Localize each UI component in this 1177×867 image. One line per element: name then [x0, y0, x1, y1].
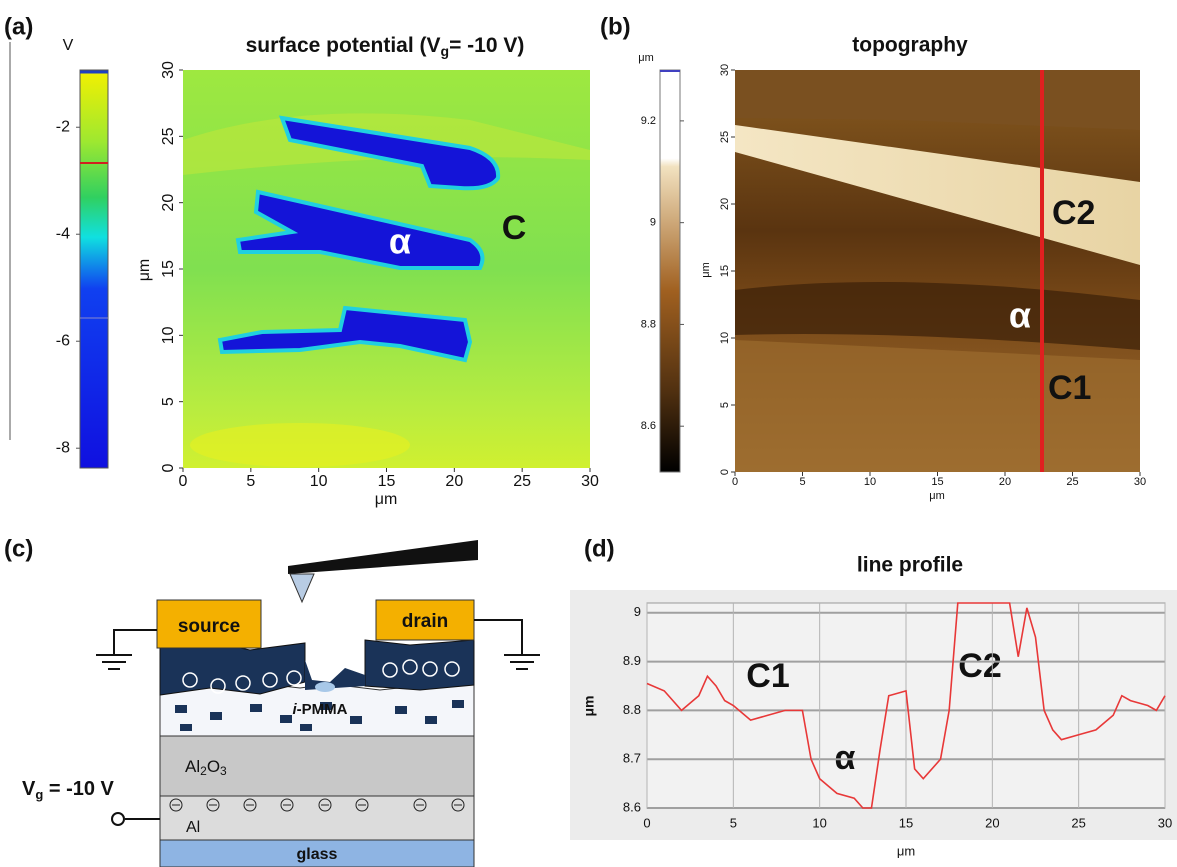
y-tick-label: 8.9: [623, 653, 641, 668]
y-tick-label: 20: [719, 198, 731, 210]
colorbar-unit: μm: [638, 52, 654, 64]
x-tick-label: 5: [730, 815, 737, 830]
x-tick-label: 30: [1158, 815, 1172, 830]
y-tick-label: 30: [719, 64, 731, 76]
x-tick-label: 15: [378, 473, 396, 490]
x-tick-label: 25: [1066, 476, 1078, 488]
x-tick-label: 30: [1134, 476, 1146, 488]
diagram-label: source: [178, 616, 240, 637]
x-tick-label: 10: [864, 476, 876, 488]
y-tick-label: 15: [719, 265, 731, 277]
annotation: C2: [958, 647, 1001, 685]
x-tick-label: 15: [931, 476, 943, 488]
y-tick-label: 0: [719, 469, 731, 475]
x-tick-label: 0: [179, 473, 188, 490]
colorbar-tick-label: 8.8: [641, 318, 656, 330]
panel-title: line profile: [857, 554, 963, 577]
y-tick-label: 8.6: [623, 799, 641, 814]
x-tick-label: 30: [581, 473, 599, 490]
y-tick-label: 30: [160, 61, 177, 79]
x-tick-label: 5: [799, 476, 805, 488]
y-axis-label: μm: [136, 259, 153, 282]
colorbar-tick-label: -8: [56, 439, 70, 456]
panel-label: (d): [584, 535, 615, 562]
y-tick-label: 15: [160, 260, 177, 278]
annotation: C2: [1052, 194, 1095, 232]
diagram-label: glass: [297, 846, 338, 863]
y-tick-label: 8.7: [623, 751, 641, 766]
diagram-label: drain: [402, 611, 448, 632]
panel-label: (a): [4, 13, 33, 40]
y-axis-label: μm: [700, 262, 712, 278]
panel-label: (c): [4, 535, 33, 562]
diagram-label: Vg = -10 V: [22, 778, 115, 802]
y-tick-label: 25: [719, 131, 731, 143]
y-tick-label: 8.8: [623, 702, 641, 717]
y-tick-label: 5: [160, 397, 177, 406]
diagram-label: i-PMMA: [293, 701, 348, 718]
panel-title: surface potential (Vg= -10 V): [246, 34, 525, 59]
colorbar-tick-label: 9: [650, 217, 656, 229]
colorbar-tick-label: -2: [56, 118, 70, 135]
x-tick-label: 20: [985, 815, 999, 830]
annotation: C1: [1048, 369, 1091, 407]
x-tick-label: 10: [812, 815, 826, 830]
annotation: α: [835, 739, 856, 777]
y-tick-label: 0: [160, 463, 177, 472]
panel-label: (b): [600, 13, 631, 40]
y-axis-label: μm: [581, 695, 597, 716]
annotation: C: [502, 209, 527, 247]
y-tick-label: 25: [160, 127, 177, 145]
x-tick-label: 0: [732, 476, 738, 488]
colorbar-tick-label: 8.6: [641, 420, 656, 432]
annotation: α: [389, 221, 411, 262]
colorbar-tick-label: -6: [56, 332, 70, 349]
annotation: α: [1009, 295, 1031, 336]
figure: (a) (b) (c) (d) surface potential (Vg= -…: [0, 0, 1177, 867]
y-tick-label: 10: [719, 332, 731, 344]
x-tick-label: 5: [246, 473, 255, 490]
x-tick-label: 0: [643, 815, 650, 830]
colorbar: [80, 70, 108, 468]
colorbar-tick-label: 9.2: [641, 115, 656, 127]
x-tick-label: 25: [1071, 815, 1085, 830]
x-axis-label: μm: [897, 843, 915, 858]
diagram-label: Al: [186, 819, 200, 836]
x-tick-label: 10: [310, 473, 328, 490]
map-texture: [190, 423, 410, 467]
y-tick-label: 10: [160, 326, 177, 344]
x-tick-label: 15: [899, 815, 913, 830]
y-tick-label: 20: [160, 194, 177, 212]
x-tick-label: 25: [513, 473, 531, 490]
annotation: C1: [746, 657, 789, 695]
x-tick-label: 20: [445, 473, 463, 490]
panel-title: topography: [852, 34, 968, 57]
x-tick-label: 20: [999, 476, 1011, 488]
x-axis-label: μm: [375, 491, 398, 508]
y-tick-label: 9: [634, 604, 641, 619]
colorbar-tick-label: -4: [56, 225, 70, 242]
x-axis-label: μm: [929, 490, 945, 502]
y-tick-label: 5: [719, 402, 731, 408]
colorbar: [660, 70, 680, 472]
colorbar-unit: V: [63, 37, 74, 54]
